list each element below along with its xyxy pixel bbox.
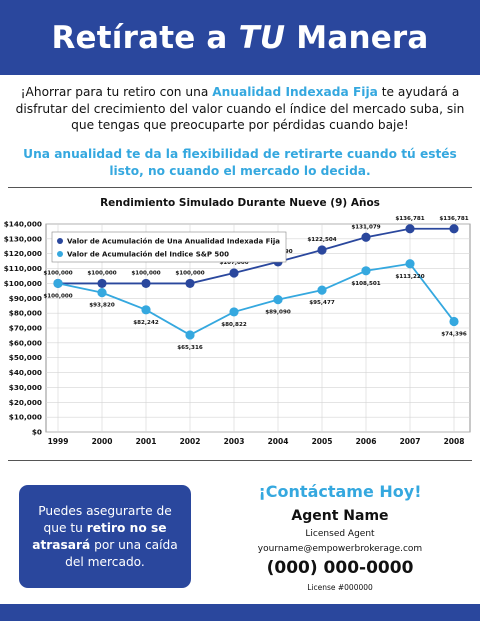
data-point-s2: [449, 316, 459, 327]
divider-bottom: [8, 460, 472, 461]
y-tick-label: $30,000: [9, 383, 42, 392]
data-point-s2: [53, 278, 63, 289]
x-tick-label: 2003: [224, 437, 245, 446]
data-label-s1: $100,000: [131, 270, 160, 276]
x-tick-label: 2002: [180, 437, 201, 446]
agent-name: Agent Name: [291, 508, 389, 524]
data-point-s2: [97, 288, 107, 298]
agent-phone[interactable]: (000) 000-0000: [266, 558, 414, 578]
data-label-s1: $136,781: [395, 216, 424, 222]
y-tick-label: $100,000: [4, 279, 42, 288]
data-point-s2: [405, 259, 415, 269]
data-label-s2: $89,090: [265, 310, 291, 316]
data-point-s1: [141, 278, 151, 289]
cta-box: Puedes asegurarte de que tu retiro no se…: [19, 485, 191, 588]
data-label-s2: $74,396: [441, 331, 467, 337]
y-tick-label: $130,000: [4, 234, 42, 243]
agent-role: Licensed Agent: [305, 529, 375, 539]
x-tick-label: 1999: [48, 437, 69, 446]
y-tick-label: $60,000: [9, 338, 42, 347]
data-point-s2: [185, 330, 195, 340]
data-point-s1: [97, 278, 107, 289]
page-title: Retírate a TU Manera: [51, 19, 429, 56]
y-tick-label: $50,000: [9, 353, 42, 362]
y-tick-label: $80,000: [9, 309, 42, 318]
data-point-s2: [273, 295, 283, 305]
data-point-s1: [405, 224, 415, 234]
agent-email[interactable]: yourname@empowerbrokerage.com: [257, 544, 423, 554]
y-tick-label: $70,000: [9, 324, 42, 333]
data-label-s1: $122,504: [307, 237, 336, 243]
chart-title: Rendimiento Simulado Durante Nueve (9) A…: [100, 197, 380, 209]
y-tick-label: $90,000: [9, 294, 42, 303]
contact-block: ¡Contáctame Hoy! Agent Name Licensed Age…: [232, 482, 448, 592]
data-label-s1: $100,000: [43, 270, 72, 276]
data-point-s2: [141, 305, 151, 315]
legend-box: [51, 231, 287, 263]
x-tick-label: 2005: [312, 437, 333, 446]
tagline: Una anualidad te da la flexibilidad de r…: [23, 147, 457, 178]
data-label-s1: $100,000: [175, 270, 204, 276]
x-tick-label: 2001: [136, 437, 157, 446]
y-tick-label: $10,000: [9, 413, 42, 422]
data-label-s1: $100,000: [87, 270, 116, 276]
cta-bold: retiro no se atrasará: [32, 520, 167, 552]
data-label-s2: $100,000: [43, 293, 72, 299]
data-label-s2: $93,820: [89, 303, 115, 309]
data-label-s2: $80,822: [221, 322, 247, 328]
header-banner: Retírate a TU Manera: [0, 0, 480, 75]
legend-marker-1: [57, 238, 63, 244]
x-tick-label: 2000: [92, 437, 113, 446]
title-emphasis: TU: [238, 19, 286, 56]
divider-top: [8, 187, 472, 188]
x-tick-label: 2007: [400, 437, 421, 446]
y-tick-label: $40,000: [9, 368, 42, 377]
data-point-s1: [361, 232, 371, 242]
y-tick-label: $110,000: [4, 264, 42, 273]
contact-heading: ¡Contáctame Hoy!: [258, 482, 422, 501]
data-label-s1: $107,000: [219, 260, 248, 266]
x-tick-label: 2006: [356, 437, 377, 446]
y-tick-label: $120,000: [4, 249, 42, 258]
cta-text: Puedes asegurarte de que tu retiro no se…: [32, 503, 178, 569]
data-label-s1: $131,079: [351, 224, 380, 230]
intro-highlight: Anualidad Indexada Fija: [212, 85, 378, 99]
x-tick-label: 2008: [444, 437, 465, 446]
data-label-s1: $136,781: [439, 216, 468, 222]
legend-marker-2: [57, 251, 63, 257]
data-label-s2: $108,501: [351, 281, 380, 287]
data-label-s2: $113,220: [395, 274, 424, 280]
line-chart: $0 $10,000 $20,000 $30,000 $40,000 $50,000 $60…: [4, 216, 471, 446]
footer-bar: [0, 604, 480, 621]
y-tick-label: $140,000: [4, 220, 42, 229]
agent-license: License #000000: [307, 583, 373, 592]
y-tick-label: $20,000: [9, 398, 42, 407]
series-line-2: [57, 262, 455, 336]
x-tick-label: 2004: [268, 437, 289, 446]
legend-label-1: Valor de Acumulación de Una Anualidad In…: [67, 238, 280, 246]
series-line-1: [58, 227, 454, 285]
data-point-s1: [317, 245, 327, 255]
data-label-s2: $82,242: [133, 320, 159, 326]
data-point-s1: [229, 268, 239, 278]
data-point-s2: [317, 285, 327, 295]
data-point-s2: [361, 266, 371, 276]
data-label-s2: $65,316: [177, 345, 203, 351]
data-label-s2: $95,477: [309, 300, 335, 306]
intro-paragraph: ¡Ahorrar para tu retiro con una Anualida…: [15, 85, 465, 132]
data-point-s1: [449, 224, 459, 234]
y-tick-label: $0: [32, 428, 42, 437]
data-point-s2: [229, 307, 239, 317]
legend-label-2: Valor de Acumulación del Indice S&P 500: [67, 251, 229, 259]
data-point-s1: [185, 278, 195, 289]
